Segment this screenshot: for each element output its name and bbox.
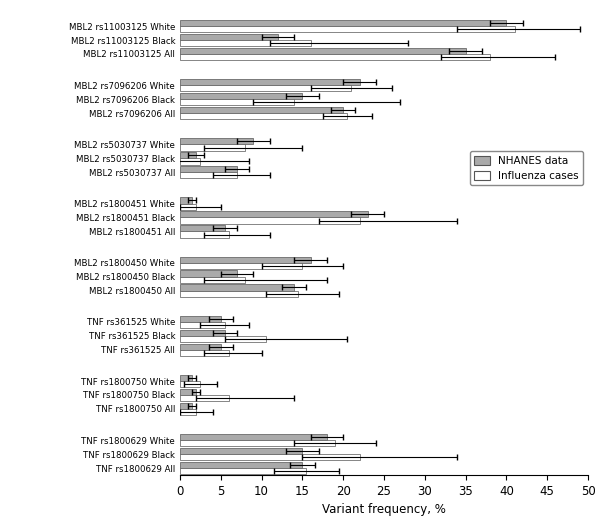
Bar bbox=[180, 402, 192, 409]
Bar bbox=[180, 34, 278, 40]
Bar bbox=[180, 468, 307, 474]
Bar bbox=[180, 409, 196, 415]
Bar bbox=[180, 225, 225, 231]
Bar bbox=[180, 343, 221, 350]
Bar bbox=[180, 256, 311, 263]
Bar bbox=[180, 231, 229, 238]
Bar bbox=[180, 107, 343, 113]
Bar bbox=[180, 79, 359, 85]
Bar bbox=[180, 158, 200, 164]
Bar bbox=[180, 389, 196, 395]
Bar bbox=[180, 26, 515, 32]
Bar bbox=[180, 316, 221, 322]
Bar bbox=[180, 48, 466, 54]
Bar bbox=[180, 172, 237, 179]
Bar bbox=[180, 395, 229, 401]
Bar bbox=[180, 93, 302, 99]
Bar bbox=[180, 138, 253, 145]
Bar bbox=[180, 270, 237, 277]
X-axis label: Variant frequency, %: Variant frequency, % bbox=[322, 503, 446, 516]
Bar bbox=[180, 322, 225, 328]
Bar bbox=[180, 113, 347, 120]
Bar bbox=[180, 20, 506, 26]
Bar bbox=[180, 263, 302, 269]
Bar bbox=[180, 54, 490, 60]
Bar bbox=[180, 211, 368, 218]
Bar bbox=[180, 454, 359, 460]
Bar bbox=[180, 440, 335, 446]
Bar bbox=[180, 197, 192, 204]
Bar bbox=[180, 99, 294, 105]
Bar bbox=[180, 350, 229, 356]
Bar bbox=[180, 375, 192, 381]
Bar bbox=[180, 462, 302, 468]
Bar bbox=[180, 336, 266, 342]
Bar bbox=[180, 40, 311, 46]
Bar bbox=[180, 204, 196, 210]
Bar bbox=[180, 291, 298, 297]
Bar bbox=[180, 166, 237, 172]
Bar bbox=[180, 329, 225, 336]
Legend: NHANES data, Influenza cases: NHANES data, Influenza cases bbox=[470, 151, 583, 185]
Bar bbox=[180, 218, 359, 224]
Bar bbox=[180, 152, 196, 158]
Bar bbox=[180, 85, 352, 91]
Bar bbox=[180, 448, 302, 454]
Bar bbox=[180, 145, 245, 151]
Bar bbox=[180, 434, 327, 440]
Bar bbox=[180, 277, 245, 283]
Bar bbox=[180, 381, 200, 387]
Bar bbox=[180, 284, 294, 291]
